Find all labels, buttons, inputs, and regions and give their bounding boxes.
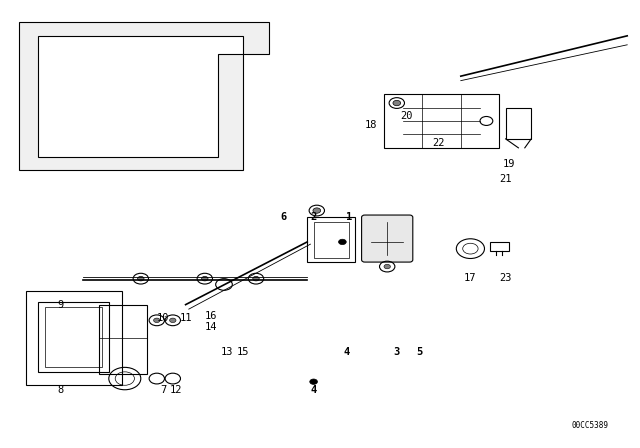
Text: 1: 1 (346, 212, 352, 222)
Text: 00CC5389: 00CC5389 (571, 421, 608, 430)
Text: 21: 21 (499, 174, 512, 184)
Text: 9: 9 (58, 300, 64, 310)
Text: 4: 4 (310, 385, 317, 395)
Bar (99, 305, 147, 374)
Text: 16: 16 (205, 311, 218, 321)
Bar (506, 108, 531, 139)
Bar (45, 307, 102, 367)
Text: 10: 10 (157, 313, 170, 323)
Bar (384, 94, 499, 148)
Text: 17: 17 (464, 273, 477, 283)
Bar (38, 302, 109, 372)
Text: 5: 5 (416, 347, 422, 357)
Bar (490, 242, 509, 251)
Text: 20: 20 (400, 112, 413, 121)
Circle shape (138, 276, 144, 281)
Text: 7: 7 (160, 385, 166, 395)
Polygon shape (19, 22, 269, 170)
Circle shape (310, 379, 317, 384)
Circle shape (393, 100, 401, 106)
Text: 11: 11 (179, 313, 192, 323)
Circle shape (339, 239, 346, 245)
Text: 6: 6 (280, 212, 287, 222)
Text: 23: 23 (499, 273, 512, 283)
FancyBboxPatch shape (362, 215, 413, 262)
Bar (307, 217, 355, 262)
Circle shape (170, 318, 176, 323)
Text: 4: 4 (344, 347, 350, 357)
Polygon shape (38, 36, 243, 157)
Text: 15: 15 (237, 347, 250, 357)
Text: 12: 12 (170, 385, 182, 395)
Circle shape (313, 208, 321, 213)
Circle shape (384, 264, 390, 269)
Text: 18: 18 (365, 121, 378, 130)
Text: 19: 19 (502, 159, 515, 168)
Text: 14: 14 (205, 322, 218, 332)
Circle shape (154, 318, 160, 323)
Text: 8: 8 (58, 385, 64, 395)
Circle shape (253, 276, 259, 281)
Text: 2: 2 (310, 212, 317, 222)
Text: 13: 13 (221, 347, 234, 357)
Bar (314, 222, 349, 258)
Text: 3: 3 (394, 347, 400, 357)
Circle shape (202, 276, 208, 281)
Text: 22: 22 (432, 138, 445, 148)
